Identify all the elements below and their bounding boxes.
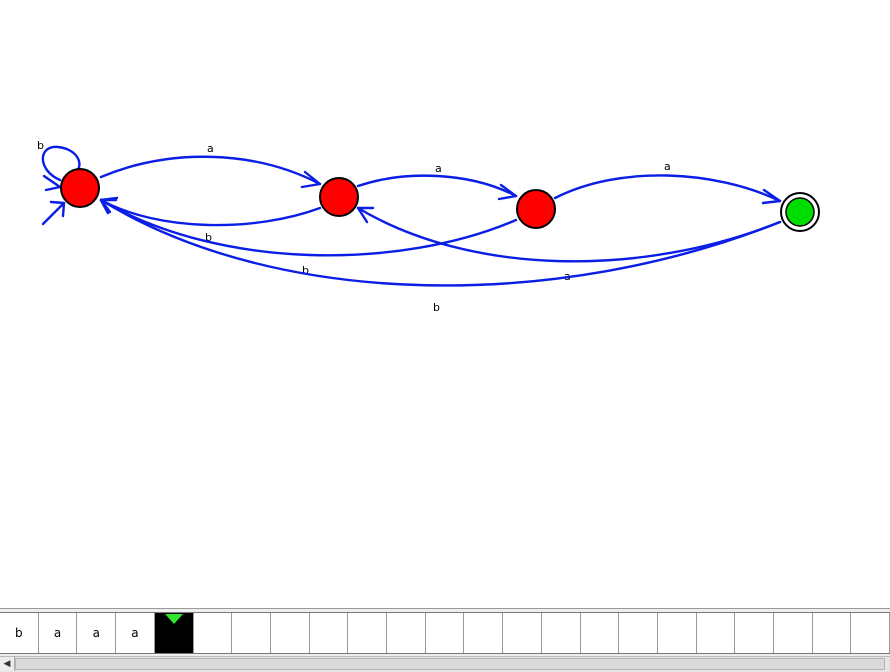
tape-cell[interactable]: a (77, 613, 117, 653)
transition-s3-s0[interactable]: b (99, 197, 782, 314)
tape-cell[interactable]: a (38, 613, 78, 653)
tape-cell[interactable] (425, 613, 465, 653)
scrollbar-thumb[interactable] (15, 658, 885, 670)
tape-cell[interactable] (851, 613, 890, 653)
automaton-canvas[interactable]: b a a a b b a b (0, 0, 890, 608)
tape-cell[interactable] (619, 613, 658, 653)
transition-s0-s1[interactable]: a (99, 142, 322, 189)
transition-label: b (302, 264, 309, 277)
tape-cell[interactable] (774, 613, 813, 653)
tape-cell[interactable] (812, 613, 852, 653)
tape-cell[interactable] (657, 613, 697, 653)
tape-head-marker-icon (164, 614, 183, 624)
tape-cell[interactable]: a (116, 613, 155, 653)
initial-arrow (41, 200, 66, 226)
transition-label: b (433, 301, 440, 314)
tape-cell[interactable] (309, 613, 349, 653)
tape-cell[interactable] (193, 613, 233, 653)
transition-s0-s0[interactable]: b (37, 139, 81, 192)
transition-s1-s2[interactable]: a (356, 162, 518, 201)
scroll-left-icon[interactable]: ◀ (0, 657, 15, 671)
tape-cell[interactable] (464, 613, 504, 653)
state-s2[interactable] (516, 189, 556, 229)
tape-cell[interactable]: b (0, 613, 39, 653)
state-s1[interactable] (319, 177, 359, 217)
transition-label: b (37, 139, 44, 152)
transition-label: a (435, 162, 442, 175)
transition-label: a (207, 142, 214, 155)
tape-cell[interactable] (232, 613, 271, 653)
tape-cell[interactable] (348, 613, 388, 653)
tape-cell[interactable] (735, 613, 775, 653)
transition-label: b (205, 231, 212, 244)
transition-label: a (664, 160, 671, 173)
tape-cell[interactable] (387, 613, 426, 653)
transition-s1-s0[interactable]: b (99, 196, 322, 244)
tape-panel: b a a a ◀ (0, 608, 890, 672)
horizontal-scrollbar[interactable]: ◀ (0, 656, 890, 672)
tape-cell[interactable] (696, 613, 736, 653)
tape-cell[interactable] (270, 613, 310, 653)
state-s3[interactable] (780, 192, 820, 232)
transition-s2-s3[interactable]: a (553, 160, 782, 205)
tape-cell[interactable] (503, 613, 542, 653)
input-tape: b a a a (0, 612, 890, 654)
state-s0[interactable] (60, 168, 100, 208)
tape-cell[interactable] (541, 613, 581, 653)
tape-head-cell[interactable] (154, 613, 194, 653)
tape-cell[interactable] (580, 613, 620, 653)
